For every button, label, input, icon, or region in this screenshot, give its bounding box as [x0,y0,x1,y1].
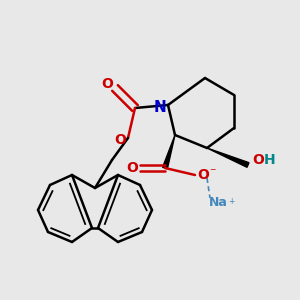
Text: Na: Na [208,196,227,208]
Text: H: H [264,153,276,167]
Text: $^{+}$: $^{+}$ [228,197,236,207]
Polygon shape [163,135,175,169]
Text: O: O [101,77,113,91]
Polygon shape [207,148,249,167]
Text: O: O [197,168,209,182]
Text: O: O [114,133,126,147]
Text: N: N [154,100,166,115]
Text: O: O [252,153,264,167]
Text: $^{-}$: $^{-}$ [209,167,217,177]
Text: O: O [126,161,138,175]
